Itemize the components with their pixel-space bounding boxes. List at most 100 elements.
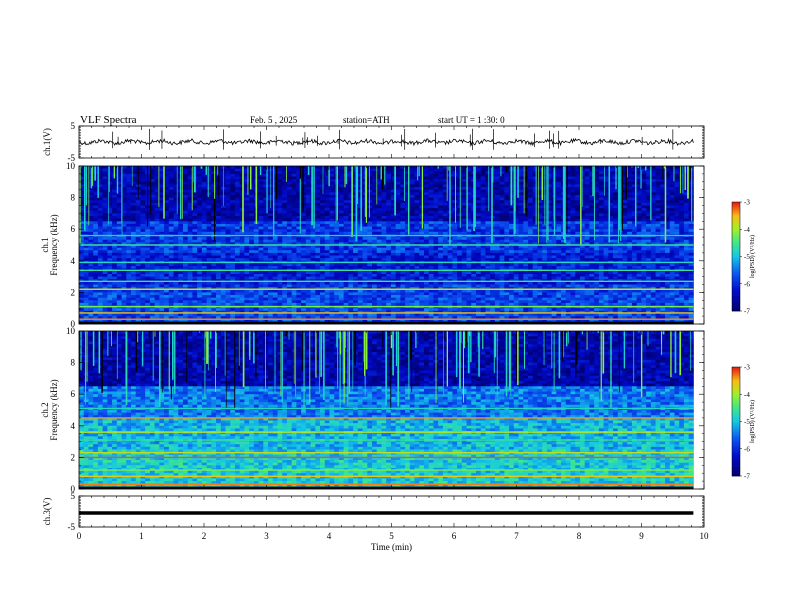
spectro-cell [296, 242, 302, 246]
spectro-cell [674, 231, 680, 235]
spectro-cell [575, 229, 581, 233]
spectro-cell [97, 184, 104, 188]
spectro-cell [442, 171, 449, 175]
spectro-cell [182, 221, 189, 225]
spectro-cell [263, 194, 269, 198]
spectro-cell [395, 168, 401, 172]
spectro-cell [546, 208, 552, 212]
spectro-cell [438, 202, 444, 206]
spectro-cell [570, 239, 576, 243]
spectro-cell [617, 239, 623, 243]
spectro-cell [650, 168, 656, 172]
spectro-cell [409, 210, 415, 214]
spectro-cell [334, 229, 340, 233]
spectro-cell [679, 247, 685, 251]
spectro-cell [112, 187, 118, 191]
spectro-cell [159, 231, 165, 235]
spectro-cell [329, 250, 335, 254]
spectro-cell [646, 210, 652, 214]
spectro-cell [390, 213, 397, 217]
spectro-cell [230, 192, 236, 196]
spectro-cell [182, 173, 189, 177]
spectro-cell [79, 194, 85, 198]
spectro-cell [419, 247, 425, 251]
spectro-cell [414, 252, 420, 256]
spectro-cell [88, 223, 94, 227]
spectro-cell [636, 184, 642, 188]
spectro-cell [475, 205, 482, 209]
spectro-cell [230, 205, 236, 209]
spectro-cell [655, 247, 661, 251]
spectro-cell [164, 231, 170, 235]
spectro-cell [631, 221, 638, 225]
spectro-cell [679, 179, 685, 183]
spectro-cell [324, 210, 330, 214]
spectro-cell [438, 179, 444, 183]
spectro-cell [565, 200, 571, 204]
spectro-cell [395, 229, 401, 233]
spectro-cell [93, 242, 99, 246]
spectro-cell [291, 192, 297, 196]
spectro-cell [282, 250, 288, 254]
spectro-cell [438, 218, 444, 222]
spectro-cell [499, 239, 505, 243]
spectro-cell [475, 223, 482, 227]
spectro-cell [424, 187, 430, 191]
spectro-cell [244, 166, 250, 170]
spectro-cell [372, 231, 378, 235]
spectro-cell [419, 237, 425, 241]
spectro-cell [282, 184, 288, 188]
spectro-cell [518, 210, 524, 214]
spectro-cell [244, 176, 250, 180]
spectro-cell [608, 171, 614, 175]
spectro-cell [589, 213, 595, 217]
spectro-cell [286, 226, 293, 230]
spectro-cell [414, 226, 420, 230]
spectro-cell [164, 247, 170, 251]
spectro-cell [83, 226, 89, 230]
spectro-cell [324, 237, 330, 241]
spectro-cell [631, 173, 638, 177]
spectro-cell [589, 242, 595, 246]
spectro-cell [622, 239, 628, 243]
spectro-cell [338, 189, 345, 193]
spectro-cell [556, 176, 562, 180]
spectro-cell [608, 245, 614, 249]
spectro-cell [660, 202, 666, 206]
spectro-cell [168, 255, 174, 259]
spectro-cell [390, 192, 397, 196]
spectro-cell [140, 216, 146, 220]
spectro-cell [674, 229, 680, 233]
spectro-cell [504, 210, 510, 214]
spectro-cell [660, 252, 666, 256]
spectro-cell [480, 194, 486, 198]
spectro-cell [244, 205, 250, 209]
spectro-cell [546, 181, 552, 185]
spectro-cell [107, 192, 113, 196]
spectro-cell [197, 179, 203, 183]
spectro-cell [627, 200, 633, 204]
spectro-cell [168, 194, 174, 198]
spectro-cell [461, 205, 467, 209]
spectro-cell [598, 242, 604, 246]
spectro-cell [140, 192, 146, 196]
spectro-cell [130, 221, 137, 225]
spectro-cell [116, 176, 122, 180]
spectro-cell [655, 216, 661, 220]
spectro-cell [211, 223, 217, 227]
spectro-cell [527, 194, 534, 198]
spectro-cell [305, 229, 311, 233]
spectro-cell [296, 226, 302, 230]
spectro-cell [485, 245, 491, 249]
spectro-cell [362, 223, 368, 227]
spectro-cell [102, 168, 108, 172]
spectro-cell [608, 181, 614, 185]
spectro-cell [650, 237, 656, 241]
spectro-cell [617, 255, 623, 259]
spectro-cell [527, 210, 534, 214]
spectro-cell [121, 205, 127, 209]
spectro-cell [461, 218, 467, 222]
spectro-cell [575, 208, 581, 212]
spectro-cell [438, 181, 444, 185]
spectro-cell [164, 221, 170, 225]
